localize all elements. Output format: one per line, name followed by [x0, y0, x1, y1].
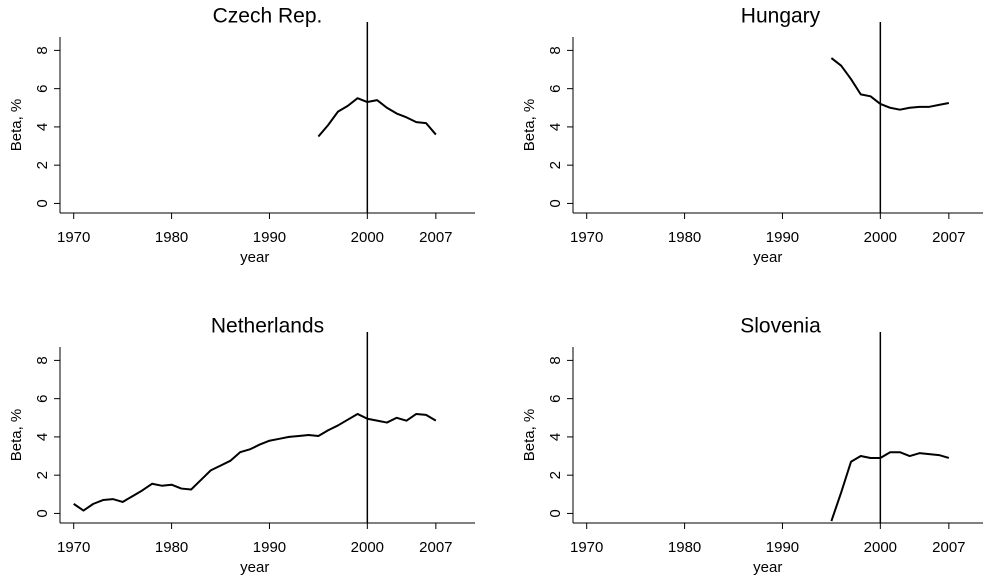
data-line	[73, 412, 437, 512]
x-tick-label: 2000	[864, 539, 897, 556]
x-axis-label: year	[240, 249, 269, 266]
x-tick-label: 1980	[155, 229, 188, 246]
y-axis-label: Beta, %	[8, 99, 25, 152]
x-tick-label: 1980	[155, 539, 188, 556]
x-tick-label: 2000	[351, 229, 384, 246]
data-line	[830, 57, 950, 111]
y-tick-label: 4	[547, 433, 564, 441]
y-tick-label: 0	[34, 509, 51, 517]
x-axis-label: year	[753, 249, 782, 266]
y-tick-label: 6	[34, 84, 51, 92]
x-tick-label: 1990	[253, 229, 286, 246]
y-axis-label: Beta, %	[521, 99, 538, 152]
y-tick-label: 2	[547, 161, 564, 169]
x-tick-label: 1990	[766, 229, 799, 246]
y-tick-label: 8	[34, 356, 51, 364]
y-tick-label: 4	[34, 123, 51, 131]
x-tick-label: 1970	[570, 229, 603, 246]
panel-title: Netherlands	[211, 315, 324, 338]
y-tick-label: 0	[547, 199, 564, 207]
x-tick-label: 2007	[932, 229, 965, 246]
x-tick-label: 2007	[932, 539, 965, 556]
y-tick-label: 6	[34, 394, 51, 402]
x-tick-label: 2007	[419, 229, 452, 246]
x-axis-label: year	[753, 559, 782, 576]
x-tick-label: 1990	[253, 539, 286, 556]
y-tick-label: 8	[547, 46, 564, 54]
y-tick-label: 0	[547, 509, 564, 517]
y-tick-label: 4	[34, 433, 51, 441]
panel-title: Slovenia	[740, 315, 821, 338]
x-tick-label: 1980	[668, 539, 701, 556]
x-tick-label: 2000	[351, 539, 384, 556]
data-line	[317, 97, 437, 138]
x-tick-label: 1980	[668, 229, 701, 246]
y-tick-label: 6	[547, 394, 564, 402]
y-tick-label: 8	[34, 46, 51, 54]
y-axis-label: Beta, %	[521, 409, 538, 462]
y-tick-label: 2	[34, 161, 51, 169]
x-tick-label: 2007	[419, 539, 452, 556]
panel-title: Hungary	[741, 5, 821, 28]
panel-title: Czech Rep.	[213, 5, 323, 28]
y-axis-label: Beta, %	[8, 409, 25, 462]
y-tick-label: 6	[547, 84, 564, 92]
x-tick-label: 2000	[864, 229, 897, 246]
x-tick-label: 1970	[57, 229, 90, 246]
x-tick-label: 1990	[766, 539, 799, 556]
y-tick-label: 2	[34, 471, 51, 479]
y-tick-label: 8	[547, 356, 564, 364]
y-tick-label: 0	[34, 199, 51, 207]
data-line	[830, 451, 950, 522]
y-tick-label: 4	[547, 123, 564, 131]
x-axis-label: year	[240, 559, 269, 576]
x-tick-label: 1970	[57, 539, 90, 556]
x-tick-label: 1970	[570, 539, 603, 556]
y-tick-label: 2	[547, 471, 564, 479]
